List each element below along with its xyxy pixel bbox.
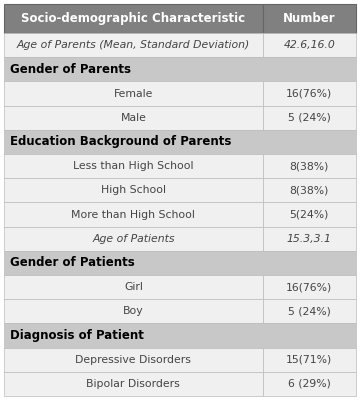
- Bar: [4, 348, 263, 372]
- Text: 5 (24%): 5 (24%): [288, 306, 331, 316]
- Bar: [4, 227, 263, 251]
- Text: Age of Patients: Age of Patients: [92, 234, 175, 244]
- Text: 5(24%): 5(24%): [290, 210, 329, 220]
- Text: Bipolar Disorders: Bipolar Disorders: [86, 379, 180, 389]
- Bar: [263, 106, 356, 130]
- Text: Socio-demographic Characteristic: Socio-demographic Characteristic: [21, 12, 246, 25]
- Bar: [263, 82, 356, 106]
- Text: 15.3,3.1: 15.3,3.1: [287, 234, 332, 244]
- Bar: [4, 82, 263, 106]
- Text: Age of Parents (Mean, Standard Deviation): Age of Parents (Mean, Standard Deviation…: [17, 40, 250, 50]
- Text: Gender of Patients: Gender of Patients: [10, 256, 135, 270]
- Text: 6 (29%): 6 (29%): [288, 379, 331, 389]
- Bar: [4, 275, 263, 299]
- Bar: [263, 178, 356, 202]
- Bar: [4, 299, 263, 324]
- Text: Girl: Girl: [124, 282, 143, 292]
- Bar: [4, 33, 263, 57]
- Text: Depressive Disorders: Depressive Disorders: [76, 355, 191, 365]
- Text: More than High School: More than High School: [71, 210, 195, 220]
- Text: 42.6,16.0: 42.6,16.0: [283, 40, 335, 50]
- Bar: [4, 251, 356, 275]
- Bar: [263, 372, 356, 396]
- Bar: [263, 4, 356, 33]
- Bar: [263, 33, 356, 57]
- Text: 16(76%): 16(76%): [286, 282, 333, 292]
- Bar: [263, 202, 356, 227]
- Text: 8(38%): 8(38%): [290, 161, 329, 171]
- Bar: [4, 130, 356, 154]
- Bar: [263, 275, 356, 299]
- Bar: [4, 202, 263, 227]
- Text: Less than High School: Less than High School: [73, 161, 194, 171]
- Bar: [263, 227, 356, 251]
- Bar: [263, 154, 356, 178]
- Text: 16(76%): 16(76%): [286, 88, 333, 98]
- Text: High School: High School: [101, 185, 166, 195]
- Text: 15(71%): 15(71%): [286, 355, 333, 365]
- Bar: [4, 154, 263, 178]
- Bar: [4, 178, 263, 202]
- Text: Diagnosis of Patient: Diagnosis of Patient: [10, 329, 144, 342]
- Text: 5 (24%): 5 (24%): [288, 113, 331, 123]
- Bar: [4, 4, 263, 33]
- Bar: [263, 348, 356, 372]
- Text: Gender of Parents: Gender of Parents: [10, 63, 131, 76]
- Text: Female: Female: [114, 88, 153, 98]
- Text: 8(38%): 8(38%): [290, 185, 329, 195]
- Text: Male: Male: [121, 113, 146, 123]
- Bar: [4, 324, 356, 348]
- Text: Number: Number: [283, 12, 336, 25]
- Bar: [4, 372, 263, 396]
- Bar: [4, 106, 263, 130]
- Bar: [4, 57, 356, 82]
- Bar: [263, 299, 356, 324]
- Text: Boy: Boy: [123, 306, 144, 316]
- Text: Education Background of Parents: Education Background of Parents: [10, 136, 232, 148]
